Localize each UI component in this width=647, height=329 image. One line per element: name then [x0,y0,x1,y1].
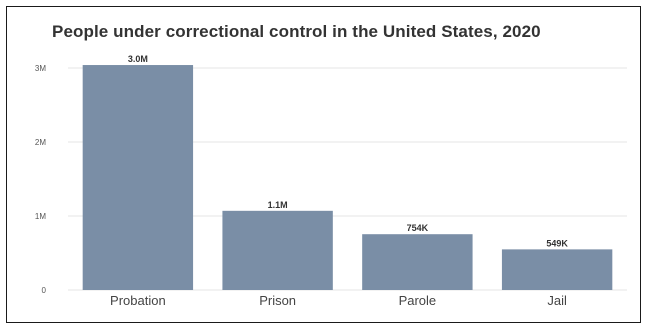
x-tick-label: Jail [547,293,567,308]
chart-title: People under correctional control in the… [52,22,541,41]
bar-parole [362,234,473,290]
x-tick-label: Parole [399,293,437,308]
bar-prison [222,210,333,290]
y-tick-label: 2M [35,138,46,147]
data-labels: 3.0M 1.1M 754K 549K [128,54,569,248]
x-tick-label: Probation [110,293,166,308]
y-tick-label: 3M [35,64,46,73]
data-label: 549K [546,238,568,248]
bar-probation [82,65,194,290]
bar-jail [501,249,613,290]
x-tick-label: Prison [259,293,296,308]
y-tick-label: 0 [42,286,47,295]
y-axis: 0 1M 2M 3M [35,64,47,295]
data-label: 1.1M [268,200,288,210]
x-axis: Probation Prison Parole Jail [110,293,567,308]
data-label: 3.0M [128,54,148,64]
y-tick-label: 1M [35,212,46,221]
bars [82,65,613,290]
data-label: 754K [407,223,429,233]
